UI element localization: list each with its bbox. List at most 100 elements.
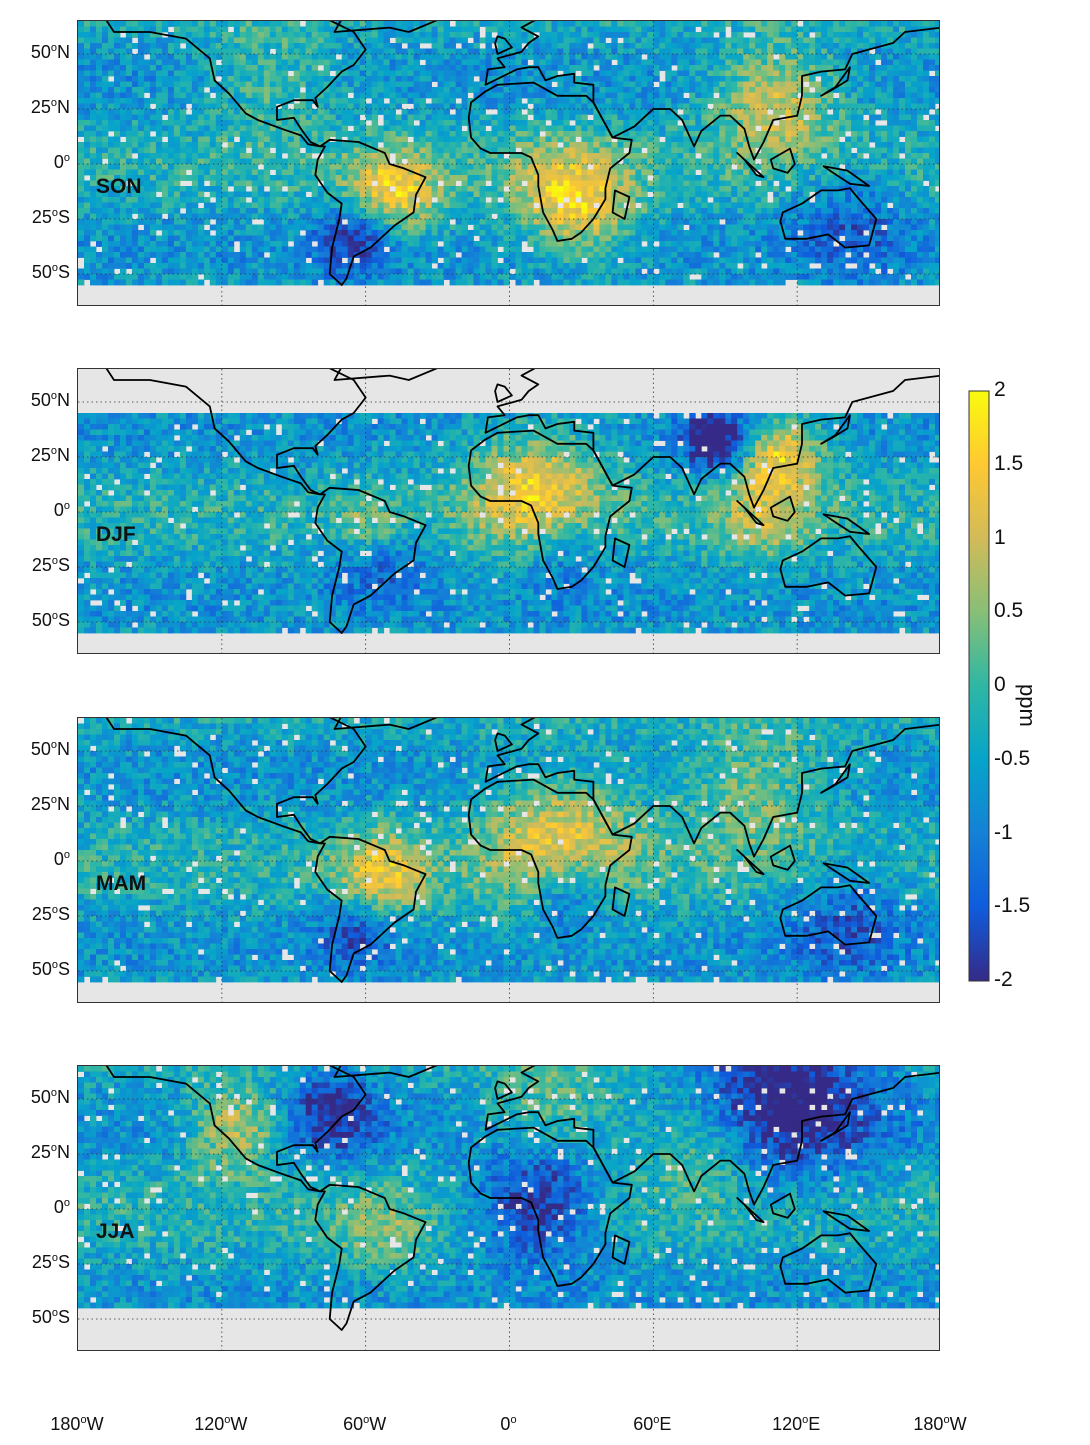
coastline — [467, 81, 633, 242]
y-tick-label: 0o — [8, 849, 70, 870]
colorbar-tick-label: 1 — [994, 526, 1006, 550]
coastline — [314, 486, 427, 634]
y-tick-label: 25oS — [8, 904, 70, 925]
coastline — [314, 138, 427, 286]
coastline — [769, 147, 796, 174]
coastline — [105, 718, 367, 845]
colorbar-tick-label: -2 — [994, 968, 1013, 992]
coastline — [820, 763, 851, 794]
coastline — [314, 835, 427, 983]
anomaly-map — [78, 1066, 939, 1350]
y-tick-label: 25oN — [8, 1142, 70, 1163]
season-label: DJF — [96, 523, 136, 547]
coastline — [779, 535, 878, 597]
coastline — [779, 1232, 878, 1294]
coastline — [484, 1066, 939, 1206]
coastline — [333, 21, 438, 33]
coastline — [467, 778, 633, 939]
coastline — [779, 884, 878, 946]
colorbar-tick-label: 2 — [994, 378, 1006, 402]
coastline — [484, 718, 939, 858]
coastline — [779, 187, 878, 249]
y-tick-label: 50oN — [8, 1087, 70, 1108]
coastline — [105, 21, 367, 148]
season-label: JJA — [96, 1220, 135, 1244]
coastline — [105, 1066, 367, 1193]
coastline — [484, 21, 939, 161]
anomaly-cells — [78, 21, 939, 286]
coastline — [494, 35, 513, 55]
coastline — [769, 495, 796, 522]
anomaly-map — [78, 369, 939, 653]
coastline — [822, 513, 870, 535]
colorbar-tick-label: 0.5 — [994, 599, 1023, 623]
coastline — [822, 165, 870, 187]
coastline — [494, 1080, 513, 1100]
coastline — [467, 1126, 633, 1287]
colorbar-tick-label: 1.5 — [994, 452, 1023, 476]
coastline — [611, 189, 631, 220]
coastline — [820, 1111, 851, 1142]
coastline — [769, 1192, 796, 1219]
coastline — [611, 1234, 631, 1265]
y-tick-label: 50oN — [8, 739, 70, 760]
anomaly-cells — [78, 1066, 939, 1309]
x-tick-label: 120oW — [176, 1414, 266, 1435]
y-tick-label: 50oS — [8, 1307, 70, 1328]
coastline — [769, 844, 796, 871]
colorbar-tick-label: 0 — [994, 673, 1006, 697]
y-tick-label: 50oN — [8, 42, 70, 63]
season-label: MAM — [96, 872, 146, 896]
coastline — [333, 718, 438, 730]
coastline — [736, 1197, 765, 1224]
x-tick-label: 120oE — [751, 1414, 841, 1435]
coastline — [822, 1210, 870, 1232]
x-tick-label: 60oE — [607, 1414, 697, 1435]
y-tick-label: 25oN — [8, 97, 70, 118]
anomaly-cells — [78, 718, 939, 983]
anomaly-cells — [78, 413, 939, 634]
y-tick-label: 50oN — [8, 390, 70, 411]
anomaly-map — [78, 718, 939, 1002]
coastline — [484, 369, 939, 509]
y-tick-label: 50oS — [8, 959, 70, 980]
x-tick-label: 0o — [464, 1414, 554, 1435]
coastline — [611, 537, 631, 568]
map-panel-jja — [77, 1065, 940, 1351]
colorbar-tick-label: -0.5 — [994, 747, 1030, 771]
season-label: SON — [96, 175, 142, 199]
y-tick-label: 0o — [8, 500, 70, 521]
y-tick-label: 25oS — [8, 1252, 70, 1273]
y-tick-label: 25oN — [8, 445, 70, 466]
coastline — [333, 369, 438, 381]
coastline — [736, 849, 765, 876]
coastline — [333, 1066, 438, 1078]
coastline — [494, 732, 513, 752]
coastline — [736, 152, 765, 179]
coastline — [820, 66, 851, 97]
colorbar-unit-label: ppm — [1014, 684, 1040, 727]
y-tick-label: 25oS — [8, 207, 70, 228]
coastline — [822, 862, 870, 884]
y-tick-label: 25oN — [8, 794, 70, 815]
colorbar — [968, 390, 990, 982]
coastline — [467, 429, 633, 590]
anomaly-map — [78, 21, 939, 305]
coastline — [314, 1183, 427, 1331]
x-tick-label: 180oW — [32, 1414, 122, 1435]
y-tick-label: 50oS — [8, 262, 70, 283]
colorbar-tick-label: -1 — [994, 821, 1013, 845]
y-tick-label: 0o — [8, 152, 70, 173]
coastline — [105, 369, 367, 496]
map-panel-djf — [77, 368, 940, 654]
coastline — [736, 500, 765, 527]
coastline — [820, 414, 851, 445]
x-tick-label: 60oW — [320, 1414, 410, 1435]
coastline — [494, 383, 513, 403]
y-tick-label: 25oS — [8, 555, 70, 576]
map-panel-son — [77, 20, 940, 306]
map-panel-mam — [77, 717, 940, 1003]
y-tick-label: 50oS — [8, 610, 70, 631]
x-tick-label: 180oW — [895, 1414, 985, 1435]
